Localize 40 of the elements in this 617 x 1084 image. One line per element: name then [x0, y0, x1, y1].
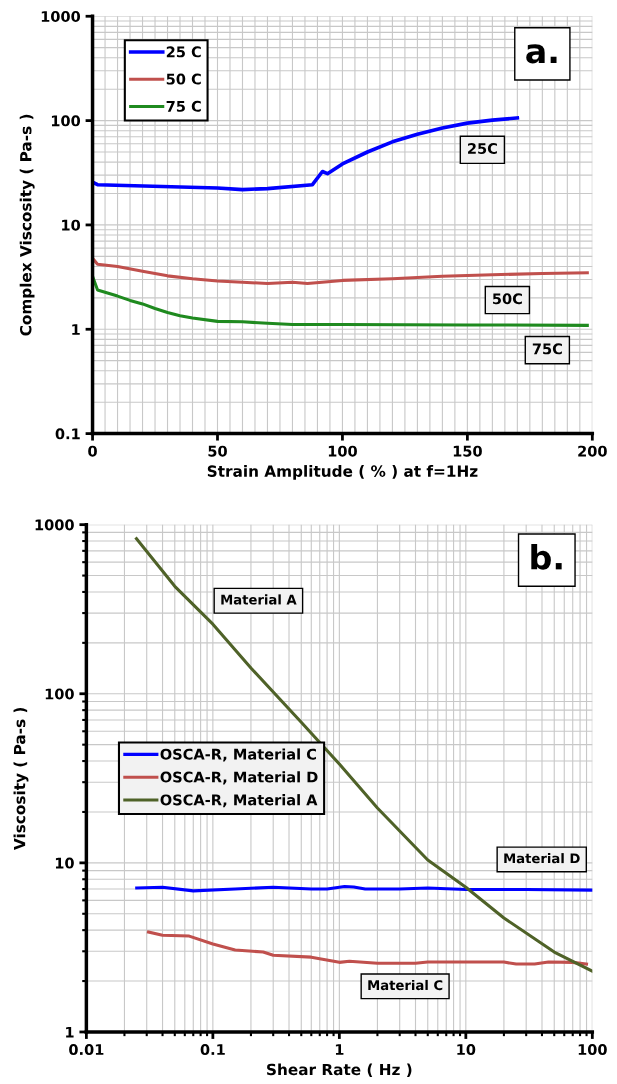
x-tick-label: 0.1 [200, 1044, 225, 1056]
annotation: a. [526, 44, 557, 64]
x-tick-label: 0 [88, 445, 97, 457]
y-tick-label: 0.1 [55, 428, 80, 440]
legend-label: 75 C [166, 100, 201, 112]
y-tick-label: 100 [51, 115, 81, 127]
annotation: 25C [468, 143, 497, 155]
annotation: 75C [532, 343, 562, 355]
line-series [92, 274, 589, 327]
y-axis-title: Viscosity ( Pa-s ) [13, 707, 29, 850]
y-tick-label: 1000 [41, 10, 81, 23]
x-axis-title: Strain Amplitude ( % ) at f=1Hz [207, 465, 478, 480]
y-tick-label: 1 [72, 324, 80, 335]
annotation: Material C [368, 979, 443, 991]
x-tick-label: 1 [335, 1044, 344, 1055]
y-axis-title: Complex Viscosity ( Pa-s ) [19, 114, 35, 336]
x-tick-label: 150 [453, 445, 482, 457]
legend-label: OSCA-R, Material D [160, 771, 318, 785]
annotation: 50C [492, 293, 522, 305]
x-tick-label: 100 [328, 445, 357, 457]
legend-label: 25 C [166, 46, 201, 58]
y-tick-label: 10 [62, 219, 81, 231]
y-tick-label: 10 [55, 857, 74, 869]
x-tick-label: 0.01 [69, 1044, 104, 1056]
legend-label: 50 C [166, 73, 201, 85]
legend-label: OSCA-R, Material A [160, 794, 318, 808]
y-tick-label: 100 [45, 688, 74, 700]
y-tick-label: 1000 [35, 519, 74, 531]
legend-label: OSCA-R, Material C [160, 748, 316, 762]
annotation: b. [531, 544, 562, 570]
x-tick-label: 100 [578, 1044, 607, 1056]
line-series [92, 256, 589, 285]
x-tick-label: 50 [208, 445, 227, 457]
y-tick-label: 1 [66, 1026, 74, 1038]
x-tick-label: 10 [457, 1044, 476, 1056]
x-tick-label: 200 [578, 445, 607, 457]
line-series [92, 116, 520, 192]
annotation: Material D [504, 853, 580, 864]
x-axis-title: Shear Rate ( Hz ) [267, 1063, 412, 1078]
annotation: Material A [221, 594, 297, 605]
